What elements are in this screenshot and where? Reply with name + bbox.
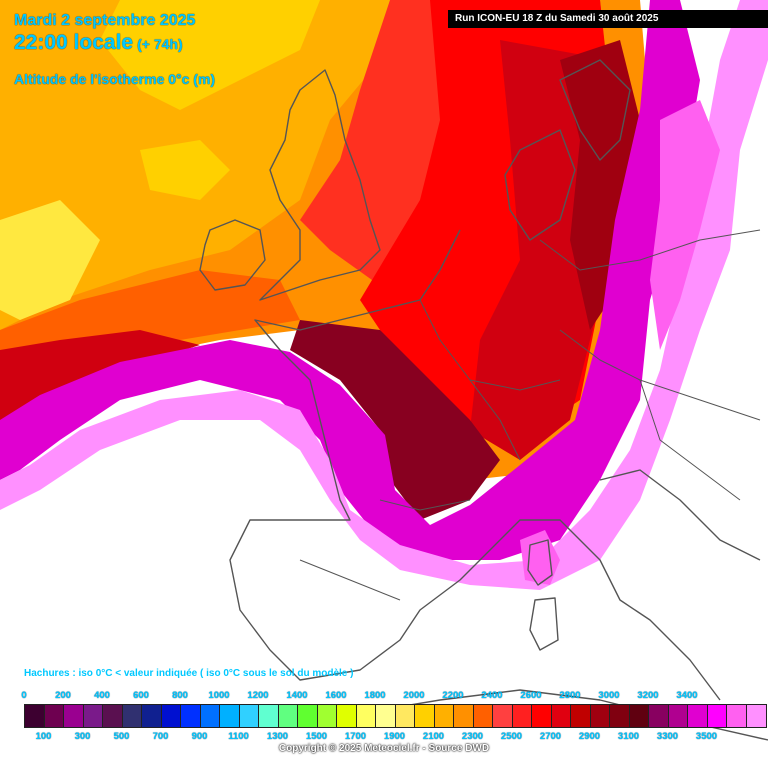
legend-swatch xyxy=(200,705,220,727)
legend-bottom-label: 1500 xyxy=(305,731,328,742)
legend-bottom-label: 3300 xyxy=(656,731,679,742)
legend-top-label: 2200 xyxy=(442,690,464,701)
legend-bottom-label: 100 xyxy=(35,731,52,742)
legend-top-label: 0 xyxy=(21,690,27,701)
legend-bottom-label: 2300 xyxy=(461,731,484,742)
legend-top-label: 1400 xyxy=(286,690,308,701)
legend-swatch xyxy=(551,705,571,727)
legend-swatch xyxy=(25,705,45,727)
legend-bottom-label: 500 xyxy=(113,731,130,742)
legend-bottom-label: 2700 xyxy=(539,731,562,742)
legend-swatch xyxy=(259,705,279,727)
legend-top-label: 600 xyxy=(133,690,149,701)
legend-top-label: 3000 xyxy=(598,690,620,701)
legend-bottom-label: 900 xyxy=(191,731,208,742)
legend-bottom-label: 1900 xyxy=(383,731,406,742)
copyright: Copyright © 2025 Meteociel.fr - Source D… xyxy=(278,743,490,754)
legend-swatch xyxy=(688,705,708,727)
legend-swatch xyxy=(142,705,162,727)
legend-top-label: 2800 xyxy=(559,690,581,701)
legend-swatch xyxy=(512,705,532,727)
legend-bottom-label: 2900 xyxy=(578,731,601,742)
legend-swatch xyxy=(493,705,513,727)
title-block: Mardi 2 septembre 2025 22:00 locale (+ 74… xyxy=(14,12,215,89)
legend-swatch xyxy=(278,705,298,727)
legend-swatch xyxy=(454,705,474,727)
legend-bottom-label: 2500 xyxy=(500,731,523,742)
legend-swatch xyxy=(356,705,376,727)
legend-bottom-label: 1100 xyxy=(228,731,249,742)
forecast-lead: (+ 74h) xyxy=(137,36,183,52)
legend-bottom-label: 2100 xyxy=(422,731,445,742)
legend-swatch xyxy=(298,705,318,727)
legend-top-label: 200 xyxy=(55,690,71,701)
legend-swatch xyxy=(161,705,181,727)
legend-top-label: 3200 xyxy=(637,690,659,701)
legend-swatch xyxy=(668,705,688,727)
legend-swatch xyxy=(83,705,103,727)
legend-top-label: 1600 xyxy=(325,690,347,701)
legend-swatch xyxy=(571,705,591,727)
legend-top-label: 1200 xyxy=(247,690,269,701)
legend-swatch xyxy=(220,705,240,727)
run-label: Run ICON-EU 18 Z du Samedi 30 août 2025 xyxy=(448,10,768,28)
forecast-time-label: 22:00 locale xyxy=(14,31,134,54)
legend-bottom-label: 700 xyxy=(152,731,169,742)
legend-top-label: 400 xyxy=(94,690,110,701)
legend-top-label: 1800 xyxy=(364,690,386,701)
legend-swatch xyxy=(122,705,142,727)
legend-swatch xyxy=(746,705,766,727)
legend-swatch xyxy=(44,705,64,727)
legend-top-label: 800 xyxy=(172,690,188,701)
legend-swatch xyxy=(103,705,123,727)
legend-swatch xyxy=(610,705,630,727)
hatch-note: Hachures : iso 0°C < valeur indiquée ( i… xyxy=(24,668,354,679)
legend-swatch xyxy=(415,705,435,727)
legend-bottom-label: 300 xyxy=(74,731,91,742)
legend-swatch xyxy=(590,705,610,727)
legend-swatch xyxy=(239,705,259,727)
legend-top-label: 2000 xyxy=(403,690,425,701)
legend-top-label: 2400 xyxy=(481,690,503,701)
legend-bottom-label: 1300 xyxy=(266,731,289,742)
legend-swatch xyxy=(649,705,669,727)
legend-swatch xyxy=(337,705,357,727)
legend-bottom-label: 3100 xyxy=(617,731,640,742)
legend-swatch xyxy=(434,705,454,727)
legend-swatch xyxy=(64,705,84,727)
color-legend xyxy=(24,704,767,728)
forecast-time: 22:00 locale (+ 74h) xyxy=(14,30,215,57)
legend-top-label: 3400 xyxy=(676,690,698,701)
legend-top-label: 2600 xyxy=(520,690,542,701)
legend-swatch xyxy=(473,705,493,727)
legend-bottom-label: 3500 xyxy=(695,731,718,742)
legend-swatch xyxy=(707,705,727,727)
forecast-date: Mardi 2 septembre 2025 xyxy=(14,12,196,29)
legend-swatch xyxy=(629,705,649,727)
legend-top-label: 1000 xyxy=(208,690,230,701)
legend-swatch xyxy=(395,705,415,727)
legend-swatch xyxy=(727,705,747,727)
parameter-title: Altitude de l'isotherme 0°c (m) xyxy=(14,71,216,87)
legend-swatch xyxy=(181,705,201,727)
field-bands xyxy=(0,0,768,590)
legend-swatch xyxy=(317,705,337,727)
legend-swatch xyxy=(376,705,396,727)
legend-swatch xyxy=(532,705,552,727)
legend-bottom-label: 1700 xyxy=(344,731,367,742)
